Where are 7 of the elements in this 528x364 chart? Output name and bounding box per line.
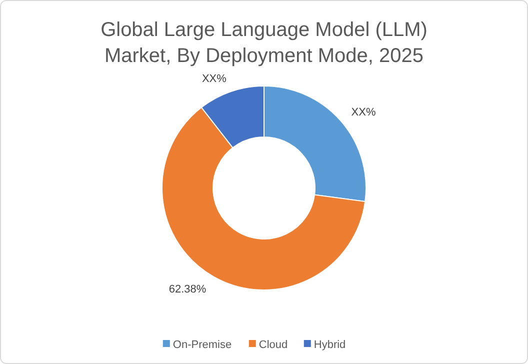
legend-label: Hybrid [314, 338, 346, 351]
chart-title: Global Large Language Model (LLM) Market, By Deployment Mode, 2025 [100, 19, 428, 67]
legend-label: On-Premise [172, 338, 232, 351]
data-label: 62.38% [168, 283, 206, 296]
legend-label: Cloud [258, 338, 288, 351]
data-label: XX% [202, 73, 227, 86]
data-label: XX% [351, 106, 376, 118]
